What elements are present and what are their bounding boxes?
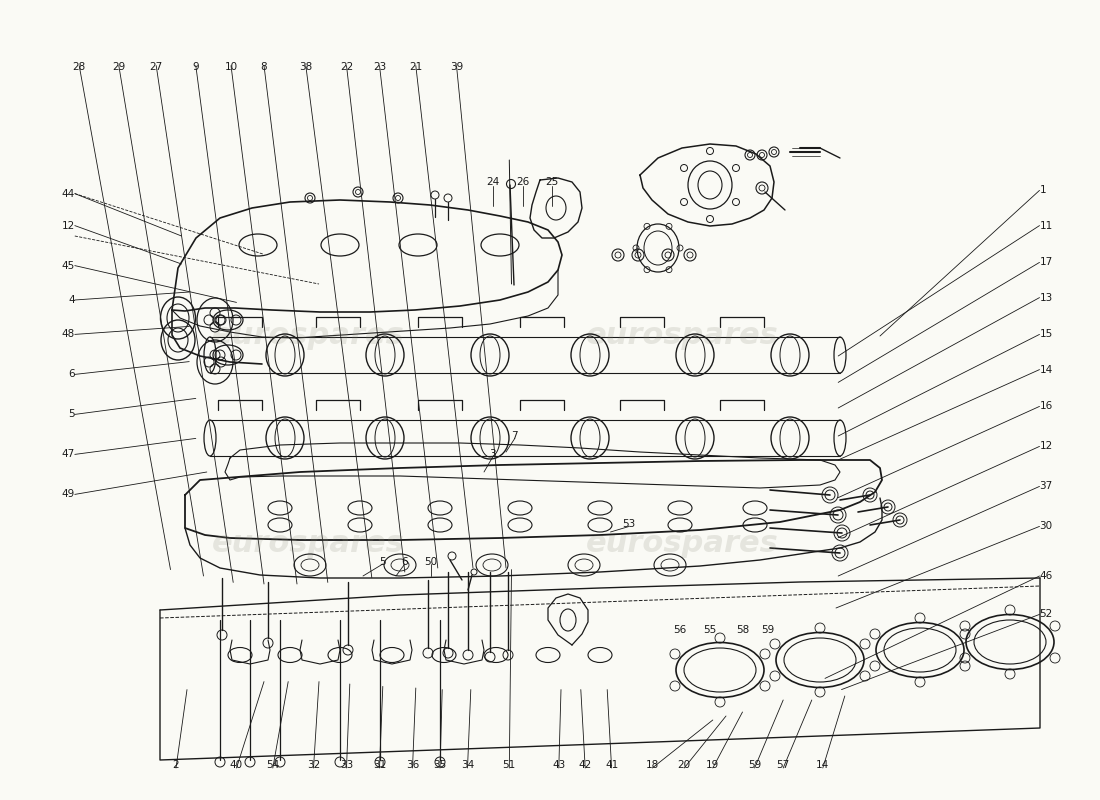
Text: 49: 49 bbox=[62, 490, 75, 499]
Text: 16: 16 bbox=[1040, 402, 1053, 411]
Text: 33: 33 bbox=[340, 760, 353, 770]
Text: 47: 47 bbox=[62, 450, 75, 459]
Text: 15: 15 bbox=[1040, 330, 1053, 339]
Text: 1: 1 bbox=[1040, 186, 1046, 195]
Text: 40: 40 bbox=[230, 760, 243, 770]
Text: 43: 43 bbox=[552, 760, 565, 770]
Text: 14: 14 bbox=[816, 760, 829, 770]
Text: 48: 48 bbox=[62, 330, 75, 339]
Text: 7: 7 bbox=[512, 431, 518, 441]
Text: 34: 34 bbox=[461, 760, 474, 770]
Text: 19: 19 bbox=[706, 760, 719, 770]
Text: 10: 10 bbox=[224, 62, 238, 72]
Text: 25: 25 bbox=[546, 178, 559, 187]
Text: 59: 59 bbox=[748, 760, 761, 770]
Text: 58: 58 bbox=[736, 626, 749, 635]
Text: 41: 41 bbox=[605, 760, 618, 770]
Text: 37: 37 bbox=[1040, 482, 1053, 491]
Text: 59: 59 bbox=[761, 626, 774, 635]
Text: 28: 28 bbox=[73, 62, 86, 72]
Text: 8: 8 bbox=[261, 62, 267, 72]
Text: 54: 54 bbox=[266, 760, 279, 770]
Text: 14: 14 bbox=[1040, 365, 1053, 374]
Text: 12: 12 bbox=[62, 221, 75, 230]
Text: 52: 52 bbox=[1040, 610, 1053, 619]
Text: 18: 18 bbox=[646, 760, 659, 770]
Text: 2: 2 bbox=[173, 760, 179, 770]
Text: 46: 46 bbox=[1040, 571, 1053, 581]
Text: 5: 5 bbox=[379, 557, 386, 566]
Text: 30: 30 bbox=[1040, 522, 1053, 531]
Text: 27: 27 bbox=[150, 62, 163, 72]
Text: 6: 6 bbox=[68, 370, 75, 379]
Text: 44: 44 bbox=[62, 189, 75, 198]
Text: 38: 38 bbox=[299, 62, 312, 72]
Text: 57: 57 bbox=[777, 760, 790, 770]
Text: 29: 29 bbox=[112, 62, 125, 72]
Text: 4: 4 bbox=[68, 295, 75, 305]
Text: 11: 11 bbox=[1040, 221, 1053, 230]
Text: 36: 36 bbox=[406, 760, 419, 770]
Text: 21: 21 bbox=[409, 62, 422, 72]
Text: 26: 26 bbox=[516, 178, 529, 187]
Text: 56: 56 bbox=[673, 626, 686, 635]
Text: 3: 3 bbox=[490, 450, 496, 459]
Text: 42: 42 bbox=[579, 760, 592, 770]
Text: 22: 22 bbox=[340, 62, 353, 72]
Text: eurospares: eurospares bbox=[585, 530, 779, 558]
Text: 13: 13 bbox=[1040, 293, 1053, 302]
Text: 20: 20 bbox=[678, 760, 691, 770]
Text: 23: 23 bbox=[373, 62, 386, 72]
Text: eurospares: eurospares bbox=[585, 322, 779, 350]
Text: eurospares: eurospares bbox=[211, 530, 405, 558]
Text: 51: 51 bbox=[503, 760, 516, 770]
Text: 24: 24 bbox=[486, 178, 499, 187]
Text: 6: 6 bbox=[402, 557, 408, 566]
Text: 5: 5 bbox=[68, 410, 75, 419]
Text: 50: 50 bbox=[425, 557, 438, 566]
Text: 12: 12 bbox=[1040, 442, 1053, 451]
Text: eurospares: eurospares bbox=[211, 322, 405, 350]
Text: 35: 35 bbox=[433, 760, 447, 770]
Text: 45: 45 bbox=[62, 261, 75, 270]
Text: 53: 53 bbox=[623, 519, 636, 529]
Text: 17: 17 bbox=[1040, 258, 1053, 267]
Text: 39: 39 bbox=[450, 62, 463, 72]
Text: 9: 9 bbox=[192, 62, 199, 72]
Text: 55: 55 bbox=[703, 626, 716, 635]
Text: 32: 32 bbox=[307, 760, 320, 770]
Text: 31: 31 bbox=[373, 760, 386, 770]
